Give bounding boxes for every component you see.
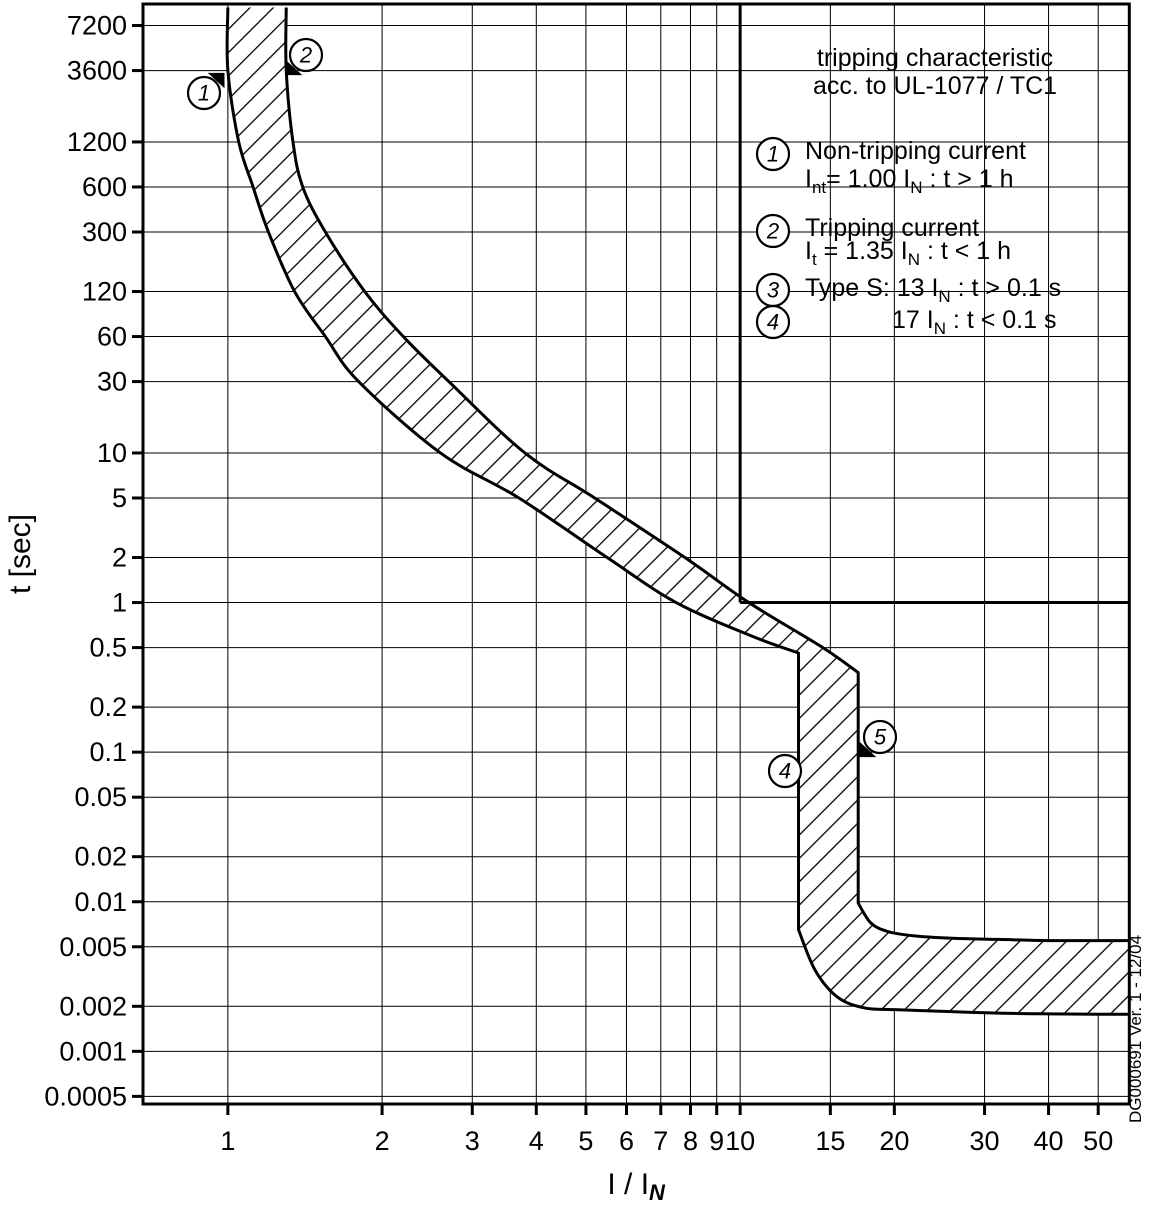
svg-text:2: 2 (299, 43, 312, 68)
svg-text:0.2: 0.2 (89, 692, 127, 722)
svg-text:Non-tripping current: Non-tripping current (805, 137, 1026, 165)
svg-text:60: 60 (97, 322, 127, 352)
svg-text:0.0005: 0.0005 (44, 1081, 127, 1111)
svg-text:0.001: 0.001 (59, 1036, 127, 1066)
svg-text:DG000691 Ver. 1 - 12/04: DG000691 Ver. 1 - 12/04 (1126, 935, 1145, 1123)
svg-text:0.002: 0.002 (59, 991, 127, 1021)
svg-text:3: 3 (767, 278, 780, 303)
svg-text:5: 5 (874, 725, 887, 750)
svg-text:300: 300 (82, 217, 127, 247)
svg-text:Int= 1.00 IN : t > 1 h: Int= 1.00 IN : t > 1 h (805, 165, 1014, 197)
svg-text:3: 3 (465, 1126, 480, 1156)
svg-text:Type S: 13 IN : t > 0.1 s: Type S: 13 IN : t > 0.1 s (805, 274, 1061, 306)
svg-text:0.02: 0.02 (74, 842, 127, 872)
svg-text:4: 4 (529, 1126, 544, 1156)
svg-text:7200: 7200 (67, 11, 127, 41)
svg-text:4: 4 (767, 310, 779, 335)
svg-text:1: 1 (220, 1126, 235, 1156)
svg-text:I / IN: I / IN (607, 1168, 666, 1205)
svg-text:120: 120 (82, 277, 127, 307)
svg-text:1200: 1200 (67, 127, 127, 157)
svg-text:5: 5 (578, 1126, 593, 1156)
svg-text:1: 1 (112, 588, 127, 618)
svg-text:50: 50 (1083, 1126, 1113, 1156)
svg-text:0.05: 0.05 (74, 782, 127, 812)
svg-text:600: 600 (82, 172, 127, 202)
svg-text:10: 10 (725, 1126, 755, 1156)
svg-text:2: 2 (375, 1126, 390, 1156)
svg-text:40: 40 (1034, 1126, 1064, 1156)
svg-text:0.1: 0.1 (89, 737, 127, 767)
svg-text:tripping characteristic: tripping characteristic (817, 44, 1053, 72)
svg-text:t [sec]: t [sec] (4, 514, 37, 594)
svg-text:7: 7 (653, 1126, 668, 1156)
svg-text:2: 2 (112, 543, 127, 573)
svg-text:0.005: 0.005 (59, 932, 127, 962)
svg-text:4: 4 (779, 759, 791, 784)
svg-text:20: 20 (879, 1126, 909, 1156)
svg-text:17 IN : t < 0.1 s: 17 IN : t < 0.1 s (892, 306, 1056, 338)
svg-text:30: 30 (97, 367, 127, 397)
svg-text:30: 30 (970, 1126, 1000, 1156)
svg-text:10: 10 (97, 438, 127, 468)
svg-text:6: 6 (619, 1126, 634, 1156)
svg-text:acc. to UL-1077 / TC1: acc. to UL-1077 / TC1 (813, 72, 1057, 100)
svg-text:1: 1 (767, 142, 779, 167)
svg-text:5: 5 (112, 483, 127, 513)
svg-text:15: 15 (815, 1126, 845, 1156)
svg-text:9: 9 (709, 1126, 724, 1156)
svg-text:2: 2 (766, 219, 779, 244)
svg-text:0.5: 0.5 (89, 633, 127, 663)
svg-text:1: 1 (198, 81, 210, 106)
svg-text:8: 8 (683, 1126, 698, 1156)
svg-text:0.01: 0.01 (74, 887, 127, 917)
svg-text:3600: 3600 (67, 56, 127, 86)
